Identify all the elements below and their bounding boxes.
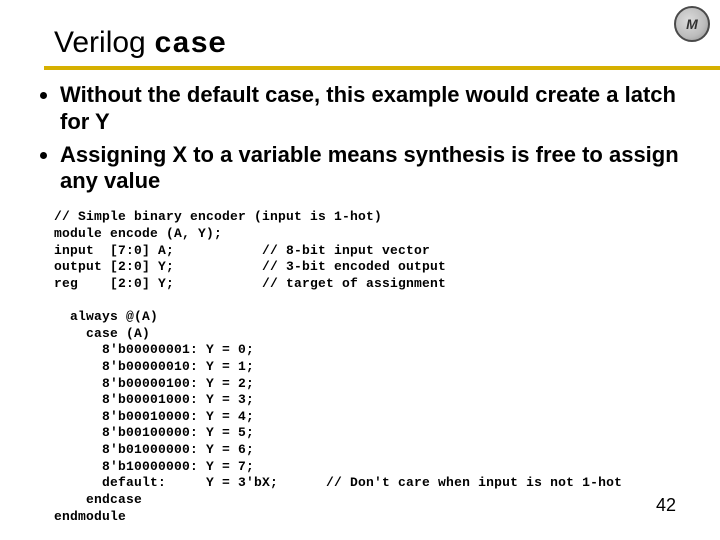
logo-glyph: M xyxy=(686,16,698,32)
page-number: 42 xyxy=(656,495,676,516)
seal-logo: M xyxy=(674,6,710,42)
title-text-prefix: Verilog xyxy=(54,26,154,59)
slide-title: Verilog case xyxy=(54,26,686,62)
bullet-list: Without the default case, this example w… xyxy=(8,82,686,195)
bullet-item: Assigning X to a variable means synthesi… xyxy=(60,142,686,196)
slide: M Verilog case Without the default case,… xyxy=(0,0,720,540)
title-block: Verilog case xyxy=(54,26,686,70)
bullet-item: Without the default case, this example w… xyxy=(60,82,686,136)
title-underline xyxy=(44,66,720,70)
code-block: // Simple binary encoder (input is 1-hot… xyxy=(54,209,686,525)
title-text-mono: case xyxy=(154,28,226,62)
